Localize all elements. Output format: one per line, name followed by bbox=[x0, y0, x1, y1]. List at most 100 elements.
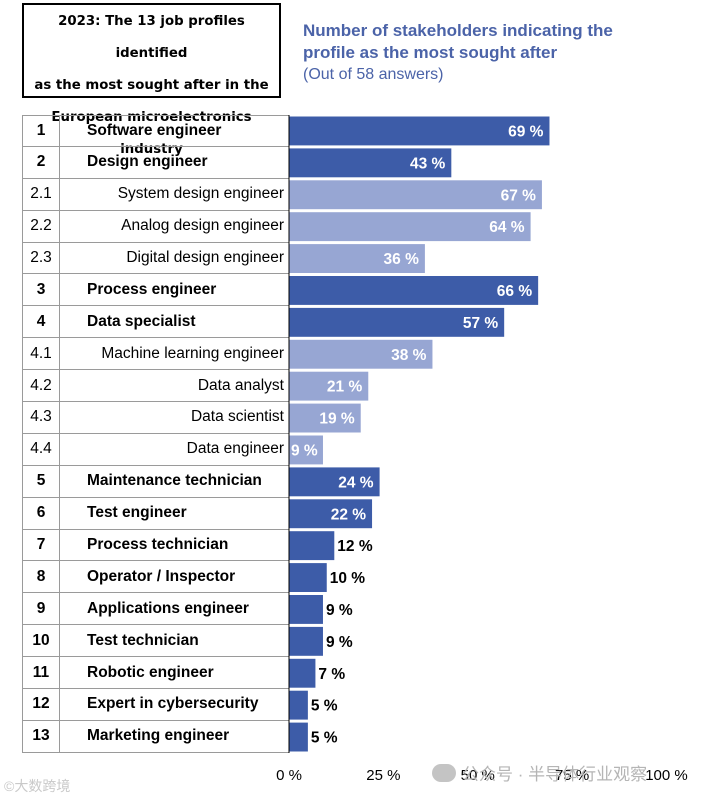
rank-cell: 7 bbox=[23, 529, 60, 561]
profile-label: Analog design engineer bbox=[121, 217, 284, 235]
bar bbox=[289, 563, 327, 592]
watermark: 公众号 · 半导体行业观察 bbox=[432, 760, 647, 785]
bar bbox=[289, 531, 335, 561]
bar bbox=[289, 595, 323, 624]
table-row: 4 Data specialist bbox=[22, 306, 289, 339]
bar-value-label: 38 % bbox=[391, 347, 427, 364]
profile-label: Operator / Inspector bbox=[87, 567, 236, 585]
bar bbox=[289, 180, 542, 210]
bar-value-label: 64 % bbox=[489, 219, 525, 236]
rank-cell: 4.4 bbox=[23, 433, 60, 465]
bar-value-label: 36 % bbox=[384, 251, 420, 268]
rank-cell: 11 bbox=[23, 657, 60, 689]
rank-cell: 3 bbox=[23, 274, 60, 306]
profile-label: Data engineer bbox=[186, 440, 284, 458]
table-row: 8 Operator / Inspector bbox=[22, 561, 289, 594]
rank-cell: 4 bbox=[23, 306, 60, 338]
bar bbox=[289, 244, 425, 273]
table-row: 2.2 Analog design engineer bbox=[22, 210, 289, 243]
table-row: 4.1 Machine learning engineer bbox=[22, 338, 289, 371]
bar bbox=[289, 339, 433, 369]
table-row: 5 Maintenance technician bbox=[22, 465, 289, 498]
bar-value-label: 19 % bbox=[319, 411, 355, 428]
x-tick-label: 25 % bbox=[366, 767, 400, 784]
x-tick-label: 0 % bbox=[276, 767, 302, 784]
rank-cell: 2 bbox=[23, 146, 60, 178]
bar-value-label: 5 % bbox=[311, 730, 338, 747]
bar bbox=[289, 626, 323, 656]
rank-cell: 2.3 bbox=[23, 242, 60, 274]
rank-cell: 4.2 bbox=[23, 370, 60, 402]
table-row: 2.3 Digital design engineer bbox=[22, 242, 289, 275]
bar bbox=[289, 435, 323, 465]
bar-value-label: 9 % bbox=[291, 442, 318, 459]
bar bbox=[289, 307, 505, 337]
rank-cell: 5 bbox=[23, 465, 60, 497]
table-row: 12 Expert in cybersecurity bbox=[22, 689, 289, 721]
profile-label: System design engineer bbox=[117, 185, 284, 203]
bar-value-label: 22 % bbox=[331, 506, 367, 523]
x-tick-label: 75 % bbox=[555, 767, 589, 784]
profile-label: Digital design engineer bbox=[126, 249, 284, 266]
bar-value-label: 67 % bbox=[501, 187, 537, 204]
answers-note: (Out of 58 answers) bbox=[303, 66, 444, 83]
rank-cell: 2.1 bbox=[23, 178, 60, 210]
rank-cell: 9 bbox=[23, 593, 60, 625]
rank-cell: 13 bbox=[23, 720, 60, 752]
chart-subtitle: Number of stakeholders indicating the pr… bbox=[303, 20, 703, 64]
profile-label: Expert in cybersecurity bbox=[87, 695, 259, 713]
rank-cell: 2.2 bbox=[23, 210, 60, 242]
bar bbox=[289, 276, 539, 305]
table-row: 3 Process engineer bbox=[22, 274, 289, 307]
wechat-icon bbox=[432, 763, 456, 782]
table-row: 6 Test engineer bbox=[22, 497, 289, 530]
bar-value-label: 43 % bbox=[410, 155, 446, 172]
x-tick-label: 50 % bbox=[461, 767, 495, 784]
bar-value-label: 12 % bbox=[337, 538, 373, 555]
title-line: as the most sought after in the bbox=[34, 78, 269, 93]
bar-value-label: 57 % bbox=[463, 315, 499, 332]
bar-value-label: 10 % bbox=[330, 570, 366, 587]
rank-cell: 4.1 bbox=[23, 338, 60, 370]
profile-label: Data scientist bbox=[190, 408, 284, 426]
bar bbox=[289, 467, 380, 497]
bar bbox=[289, 690, 308, 720]
bar-value-label: 69 % bbox=[508, 123, 544, 140]
profile-label: Software engineer bbox=[87, 121, 222, 139]
profile-label: Design engineer bbox=[87, 153, 208, 171]
rank-cell: 1 bbox=[23, 116, 60, 146]
bar bbox=[289, 658, 316, 688]
bar bbox=[289, 371, 369, 401]
profile-label: Robotic engineer bbox=[87, 663, 214, 681]
subtitle-line: profile as the most sought after bbox=[303, 43, 558, 62]
bar bbox=[289, 722, 308, 752]
bar-value-label: 24 % bbox=[338, 474, 374, 491]
profile-label: Process engineer bbox=[87, 280, 217, 298]
bar bbox=[289, 148, 452, 178]
subtitle-line: Number of stakeholders indicating the bbox=[303, 21, 613, 40]
rank-cell: 8 bbox=[23, 561, 60, 593]
table-row: 4.4 Data engineer bbox=[22, 433, 289, 466]
table-row: 2 Design engineer bbox=[22, 146, 289, 179]
table-row: 4.2 Data analyst bbox=[22, 370, 289, 403]
x-tick-label: 100 % bbox=[645, 767, 688, 784]
title-line: 2023: The 13 job profiles identified bbox=[58, 14, 245, 61]
table-row: 9 Applications engineer bbox=[22, 593, 289, 626]
bar bbox=[289, 499, 373, 529]
table-row: 7 Process technician bbox=[22, 529, 289, 562]
profile-label: Test technician bbox=[87, 631, 199, 649]
profile-label: Applications engineer bbox=[87, 599, 249, 617]
title-line: European microelectronics industry bbox=[51, 110, 252, 157]
profile-label: Maintenance technician bbox=[87, 472, 262, 490]
bar bbox=[289, 403, 361, 433]
table-row: 1 Software engineer bbox=[22, 115, 289, 147]
profile-table: 1 Software engineer 2 Design engineer 2.1 Sys… bbox=[22, 115, 289, 753]
bar-value-label: 5 % bbox=[311, 698, 338, 715]
profile-label: Machine learning engineer bbox=[101, 344, 284, 362]
bar bbox=[289, 212, 531, 242]
table-row: 10 Test technician bbox=[22, 625, 289, 658]
profile-label: Process technician bbox=[87, 536, 229, 554]
profile-label: Data specialist bbox=[87, 312, 196, 330]
table-row: 11 Robotic engineer bbox=[22, 657, 289, 690]
